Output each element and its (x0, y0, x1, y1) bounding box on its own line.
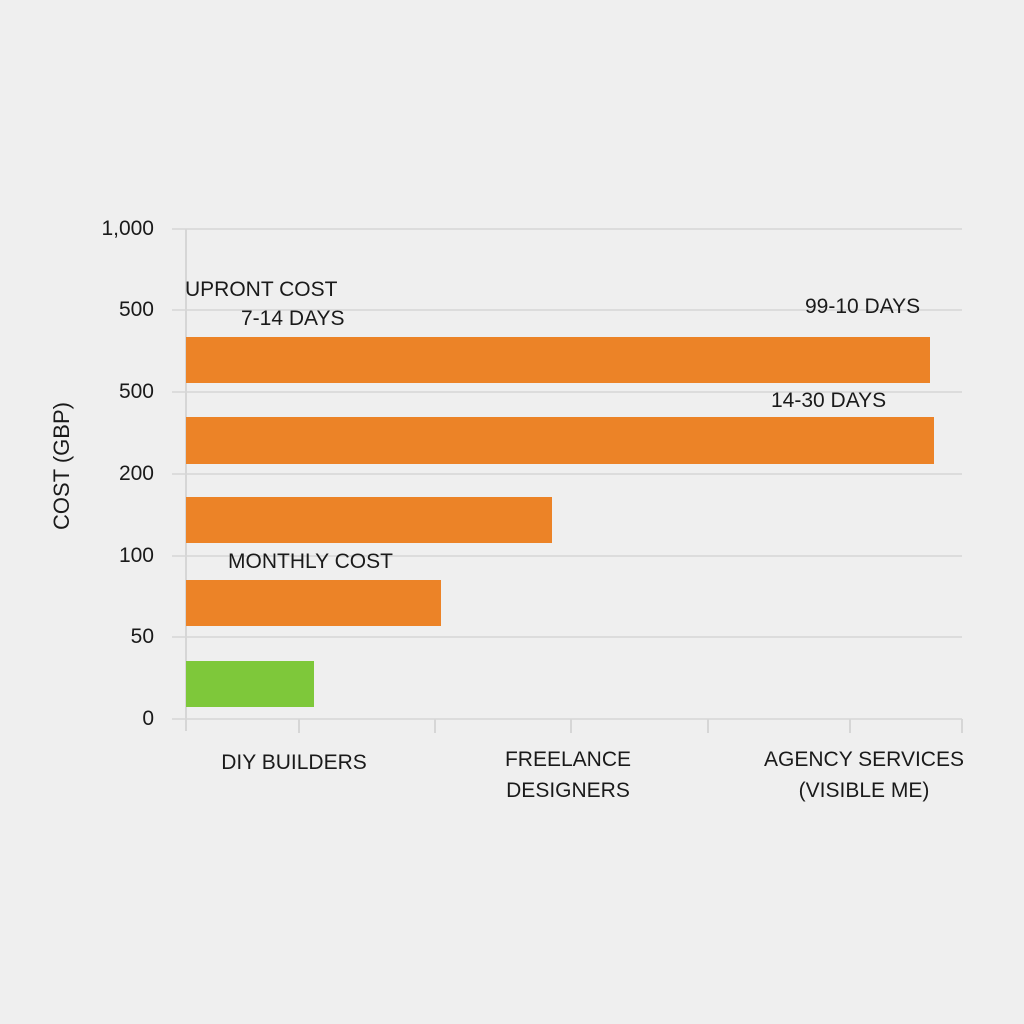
annotation-99-10-days: 99-10 DAYS (805, 295, 921, 318)
y-tick-label: 500 (118, 380, 154, 403)
gridline-100 (172, 555, 962, 557)
y-tick-label: 50 (130, 625, 154, 648)
annotation-monthly-cost: MONTHLY COST (228, 550, 393, 573)
gridline-500-b (172, 391, 962, 393)
x-tick (298, 719, 300, 733)
gridline-200 (172, 473, 962, 475)
y-tick-label: 500 (118, 298, 154, 321)
x-tick (707, 719, 709, 733)
bar-upfront-freelance (186, 497, 552, 543)
y-axis-line (185, 229, 187, 731)
bar-upfront-agency (186, 337, 930, 383)
x-category-freelance-designers: FREELANCE DESIGNERS (504, 748, 632, 802)
y-tick-label: 100 (118, 544, 154, 567)
gridline-50 (172, 636, 962, 638)
bar-monthly-green (186, 661, 314, 707)
x-tick (961, 719, 963, 733)
y-tick-label: 0 (142, 707, 154, 730)
y-axis-title: COST (GBP) (49, 402, 74, 530)
x-axis-baseline (172, 718, 962, 720)
gridline-500-a (172, 309, 962, 311)
annotation-upfront-cost: UPRONT COST (185, 278, 338, 301)
annotation-14-30-days: 14-30 DAYS (771, 389, 887, 412)
bar-monthly-orange (186, 580, 441, 626)
bar-upfront-agency-14-30 (186, 417, 934, 464)
x-tick (849, 719, 851, 733)
x-tick (434, 719, 436, 733)
x-category-agency-services: AGENCY SERVICES (VISIBLE ME) (764, 748, 964, 802)
annotation-7-14-days: 7-14 DAYS (241, 307, 345, 330)
x-tick (570, 719, 572, 733)
gridline-1000 (172, 228, 962, 230)
y-tick-label: 200 (118, 462, 154, 485)
y-tick-label: 1,000 (101, 217, 154, 240)
x-category-diy-builders: DIY BUILDERS (221, 751, 367, 774)
